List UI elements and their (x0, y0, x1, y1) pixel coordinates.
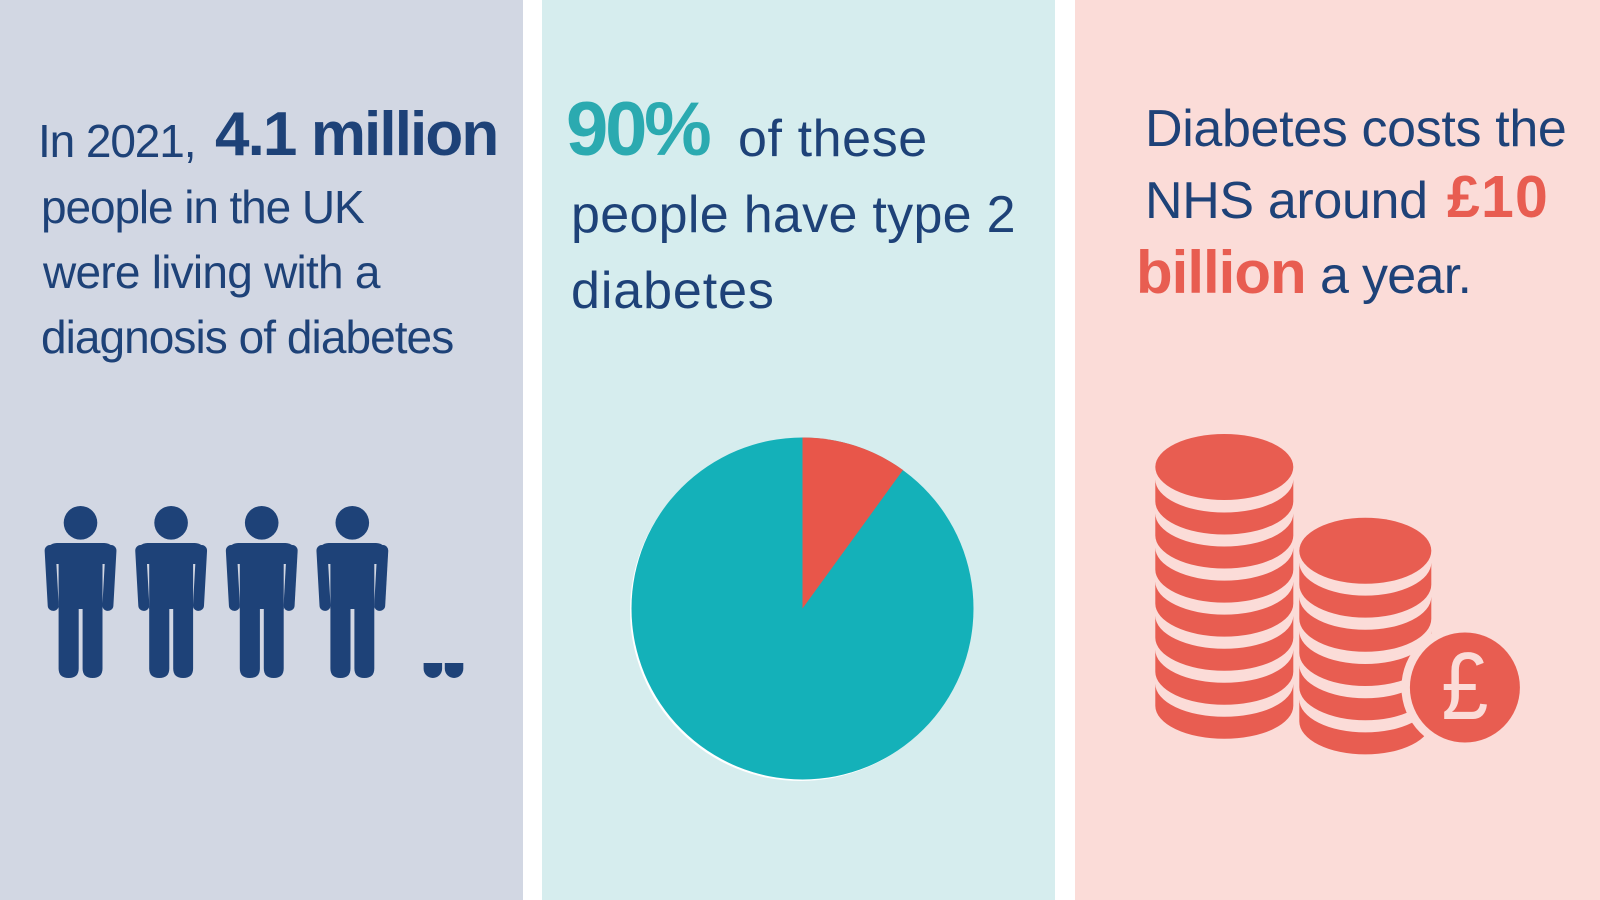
svg-text:£: £ (1441, 633, 1488, 740)
